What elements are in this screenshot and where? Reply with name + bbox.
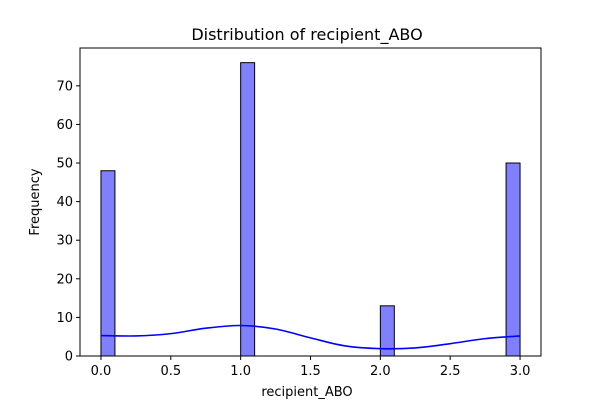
y-tick-label-6: 60 xyxy=(56,118,73,133)
kde-line xyxy=(100,324,521,350)
y-tick-label-2: 20 xyxy=(56,272,73,287)
x-tick-label-4: 2.0 xyxy=(370,364,391,379)
y-tick-label-0: 0 xyxy=(65,350,73,365)
y-axis-label: Frequency xyxy=(28,168,43,235)
x-tick-label-2: 1.0 xyxy=(230,364,251,379)
y-tick-label-5: 50 xyxy=(56,157,73,172)
x-tick-label-5: 2.5 xyxy=(440,364,461,379)
plot-frame xyxy=(79,47,542,357)
y-tick-label-4: 40 xyxy=(56,195,73,210)
chart-title: Distribution of recipient_ABO xyxy=(191,25,422,45)
histogram-bar-1 xyxy=(240,62,256,357)
x-axis-ticks: 0.0 0.5 1.0 1.5 2.0 2.5 3.0 xyxy=(91,356,531,379)
x-axis-label: recipient_ABO xyxy=(261,385,352,400)
x-tick-label-1: 0.5 xyxy=(160,364,181,379)
kde-curve-group xyxy=(100,324,521,350)
histogram-bar-0 xyxy=(100,170,116,357)
x-tick-label-3: 1.5 xyxy=(300,364,321,379)
y-tick-label-7: 70 xyxy=(56,79,73,94)
y-tick-label-3: 30 xyxy=(56,234,73,249)
histogram-bar-3 xyxy=(505,162,521,357)
bars-group xyxy=(100,62,521,357)
y-tick-label-1: 10 xyxy=(56,311,73,326)
x-tick-label-6: 3.0 xyxy=(510,364,531,379)
y-axis-ticks: 0 10 20 30 40 50 60 70 xyxy=(56,79,80,365)
x-tick-label-0: 0.0 xyxy=(91,364,112,379)
